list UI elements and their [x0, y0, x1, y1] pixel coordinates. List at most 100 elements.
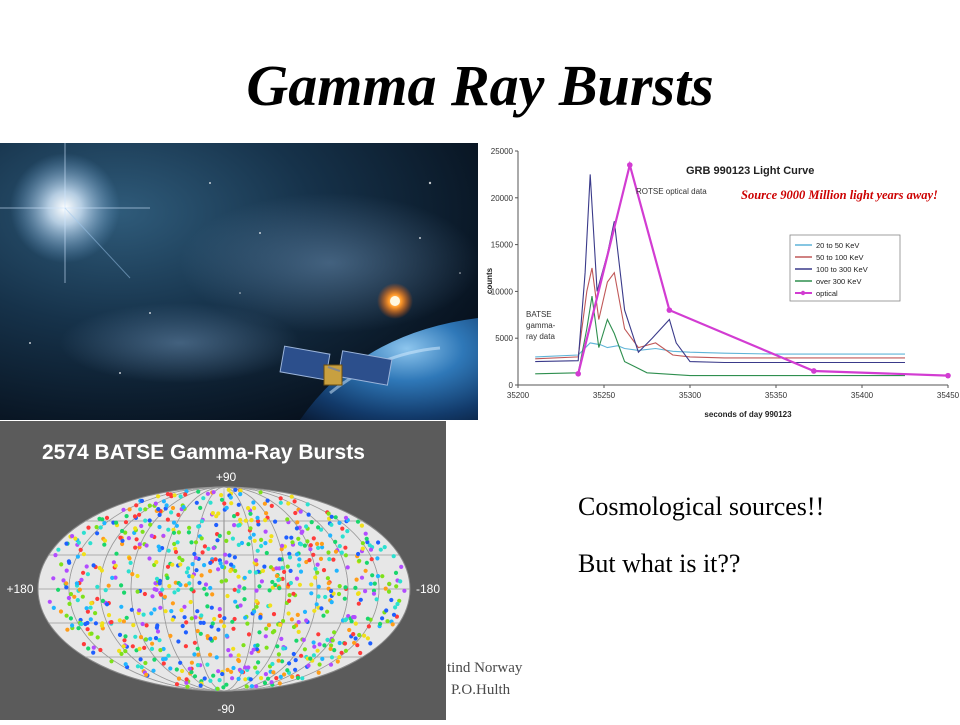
burst-dot	[168, 492, 173, 497]
burst-dot	[197, 580, 202, 585]
burst-dot	[156, 507, 161, 512]
burst-dot	[246, 542, 251, 547]
burst-dot	[238, 492, 243, 497]
burst-dot	[222, 616, 227, 621]
burst-dot	[135, 664, 140, 669]
burst-dot	[143, 507, 148, 512]
burst-dot	[316, 545, 321, 550]
burst-dot	[182, 604, 187, 609]
burst-dot	[255, 670, 260, 675]
burst-dot	[281, 618, 286, 624]
burst-dot	[68, 616, 73, 621]
burst-dot	[306, 663, 311, 668]
burst-dot	[229, 501, 234, 506]
burst-dot	[329, 588, 334, 594]
burst-dot	[357, 558, 362, 563]
burst-dot	[195, 628, 200, 634]
burst-dot	[295, 612, 300, 617]
burst-dot	[262, 564, 267, 569]
burst-dot	[233, 568, 238, 573]
burst-dot	[200, 550, 205, 555]
burst-dot	[178, 660, 183, 665]
burst-dot	[363, 531, 368, 536]
burst-dot	[315, 562, 320, 567]
burst-dot	[254, 558, 259, 563]
burst-dot	[268, 538, 273, 544]
burst-dot	[170, 601, 175, 606]
burst-dot	[227, 553, 232, 558]
burst-dot	[302, 609, 308, 614]
burst-dot	[180, 668, 185, 674]
burst-dot	[383, 586, 388, 591]
burst-dot	[217, 613, 222, 618]
burst-dot	[236, 574, 241, 579]
burst-dot	[257, 584, 262, 589]
burst-dot	[358, 650, 363, 656]
burst-dot	[308, 656, 313, 661]
burst-dot	[318, 556, 324, 561]
burst-dot	[252, 506, 257, 511]
skymap-label-left: +180	[6, 582, 33, 596]
burst-dot	[353, 636, 358, 641]
burst-dot	[170, 505, 176, 511]
source-annotation: Source 9000 Million light years away!	[741, 188, 938, 202]
burst-dot	[316, 525, 321, 530]
burst-dot	[208, 500, 213, 505]
burst-dot	[139, 665, 144, 670]
burst-dot	[192, 674, 198, 679]
burst-dot	[100, 598, 105, 603]
burst-dot	[218, 561, 223, 566]
burst-dot	[88, 617, 93, 622]
burst-dot	[144, 623, 149, 628]
burst-dot	[230, 676, 235, 681]
y-tick-label: 20000	[491, 194, 514, 203]
burst-dot	[249, 650, 254, 655]
burst-dot	[336, 591, 342, 597]
batse-label-line: gamma-	[526, 321, 556, 330]
burst-dot	[152, 657, 157, 662]
burst-dot	[214, 522, 219, 528]
burst-dot	[68, 592, 74, 597]
burst-dot	[367, 543, 372, 548]
burst-dot	[176, 587, 181, 592]
burst-dot	[370, 573, 375, 578]
burst-dot	[139, 523, 144, 529]
burst-dot	[182, 615, 187, 620]
burst-dot	[135, 589, 140, 594]
burst-dot	[270, 585, 275, 590]
burst-dot	[85, 609, 90, 614]
batse-skymap: 2574 BATSE Gamma-Ray Bursts +90 -90 +180…	[6, 441, 440, 716]
burst-dot	[393, 570, 399, 575]
burst-dot	[253, 570, 258, 575]
burst-dot	[349, 619, 354, 624]
burst-dot	[339, 650, 344, 655]
burst-dot	[205, 491, 210, 496]
burst-dot	[117, 648, 122, 653]
burst-dot	[127, 556, 132, 561]
burst-dot	[195, 663, 200, 668]
burst-dot	[123, 520, 129, 525]
burst-dot	[390, 622, 395, 627]
burst-dot	[307, 558, 312, 563]
burst-dot	[231, 646, 236, 651]
burst-dot	[210, 592, 215, 597]
burst-dot	[124, 514, 129, 519]
optical-point	[666, 307, 673, 313]
burst-dot	[251, 532, 256, 537]
burst-dot	[302, 647, 307, 652]
burst-dot	[262, 680, 268, 686]
burst-dot	[353, 585, 358, 590]
burst-dot	[91, 650, 96, 655]
burst-dot	[337, 655, 342, 660]
burst-dot	[162, 594, 167, 599]
burst-dot	[333, 539, 338, 544]
rotse-label: ROTSE optical data	[636, 187, 707, 196]
burst-dot	[368, 641, 373, 646]
burst-dot	[242, 586, 247, 591]
y-tick-label: 25000	[491, 147, 514, 156]
burst-dot	[289, 494, 294, 499]
burst-dot	[236, 542, 241, 547]
burst-dot	[366, 624, 371, 629]
skymap-label-bottom: -90	[217, 702, 235, 716]
burst-dot	[398, 579, 403, 584]
